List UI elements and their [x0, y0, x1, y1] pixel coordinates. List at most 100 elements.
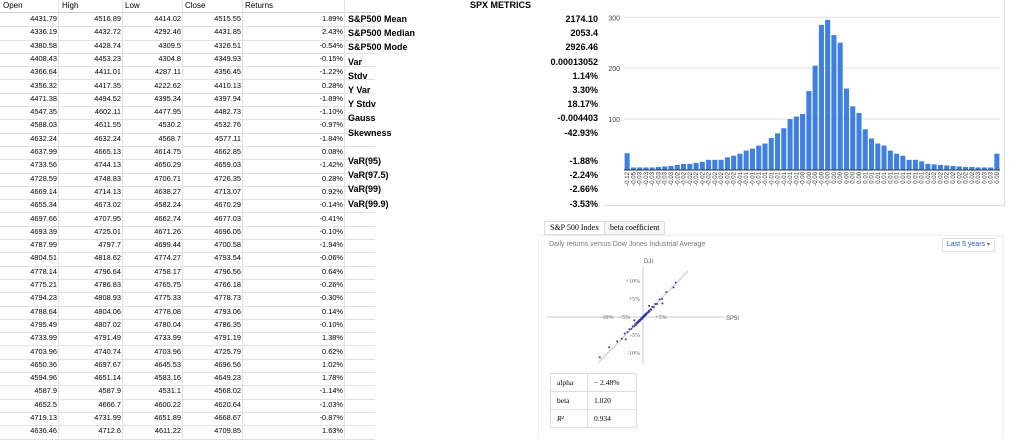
- tab-beta-coefficient[interactable]: beta coefficient: [604, 221, 666, 235]
- table-cell[interactable]: 4309.5: [158, 40, 181, 50]
- table-cell[interactable]: 4620.64: [214, 399, 241, 409]
- table-cell[interactable]: 4582.24: [154, 200, 181, 210]
- table-cell[interactable]: 4636.46: [30, 426, 57, 436]
- table-cell[interactable]: -1.14%: [319, 386, 343, 396]
- table-cell[interactable]: 4471.38: [30, 93, 57, 103]
- table-cell[interactable]: 4516.89: [94, 14, 121, 23]
- table-cell[interactable]: 4696.05: [214, 226, 241, 236]
- table-cell[interactable]: 4650.36: [30, 359, 57, 369]
- header-close[interactable]: Close: [185, 1, 206, 10]
- table-cell[interactable]: 1.63%: [322, 426, 343, 436]
- table-cell[interactable]: 4774.27: [154, 253, 181, 263]
- table-cell[interactable]: 4649.23: [214, 373, 241, 383]
- table-cell[interactable]: 4411.01: [94, 67, 121, 77]
- table-cell[interactable]: 4600.22: [154, 399, 181, 409]
- table-cell[interactable]: 4659.03: [214, 160, 241, 170]
- range-dropdown[interactable]: Last 5 years ▾: [941, 238, 995, 252]
- table-cell[interactable]: 4431.79: [30, 14, 57, 23]
- table-cell[interactable]: 4703.96: [154, 346, 181, 356]
- table-cell[interactable]: 4671.26: [154, 226, 181, 236]
- table-cell[interactable]: 4645.53: [154, 359, 181, 369]
- table-cell[interactable]: 4791.19: [214, 333, 241, 343]
- table-cell[interactable]: 4726.35: [214, 173, 241, 183]
- table-cell[interactable]: 4796.64: [94, 266, 121, 276]
- table-cell[interactable]: 4786.35: [214, 319, 241, 329]
- table-cell[interactable]: 4733.99: [154, 333, 181, 343]
- table-cell[interactable]: 4432.72: [94, 27, 121, 37]
- table-cell[interactable]: -1.84%: [319, 133, 343, 143]
- table-cell[interactable]: 4804.06: [94, 306, 121, 316]
- table-cell[interactable]: 4725.79: [214, 346, 241, 356]
- table-cell[interactable]: 4780.04: [154, 319, 181, 329]
- table-cell[interactable]: -0.15%: [319, 53, 343, 63]
- table-cell[interactable]: 4775.33: [154, 293, 181, 303]
- table-cell[interactable]: 1.89%: [322, 14, 343, 23]
- table-cell[interactable]: 4594.96: [30, 373, 57, 383]
- table-cell[interactable]: 4662.74: [154, 213, 181, 223]
- table-cell[interactable]: 4614.75: [154, 147, 181, 156]
- table-cell[interactable]: 4547.35: [30, 107, 57, 117]
- table-cell[interactable]: -1.03%: [319, 399, 343, 409]
- table-cell[interactable]: 4818.62: [94, 253, 121, 263]
- table-cell[interactable]: 4666.7: [98, 399, 121, 409]
- table-cell[interactable]: -0.41%: [319, 213, 343, 223]
- table-cell[interactable]: 4665.13: [94, 147, 121, 156]
- table-cell[interactable]: 4731.99: [94, 413, 121, 422]
- table-cell[interactable]: 4787.99: [30, 240, 57, 250]
- table-cell[interactable]: 4414.02: [154, 14, 181, 23]
- table-cell[interactable]: 4714.13: [94, 186, 121, 196]
- table-cell[interactable]: 4697.66: [30, 213, 57, 223]
- table-cell[interactable]: 4662.85: [214, 147, 241, 156]
- table-cell[interactable]: 1.38%: [322, 333, 343, 343]
- table-cell[interactable]: 4494.52: [94, 93, 121, 103]
- table-cell[interactable]: 4725.01: [94, 226, 121, 236]
- header-returns[interactable]: Returns: [245, 1, 274, 10]
- table-cell[interactable]: 4707.95: [94, 213, 121, 223]
- table-cell[interactable]: 4733.56: [30, 160, 57, 170]
- table-cell[interactable]: -0.97%: [319, 120, 343, 130]
- table-cell[interactable]: 4428.74: [94, 40, 121, 50]
- table-cell[interactable]: 0.64%: [322, 266, 343, 276]
- table-cell[interactable]: 4733.99: [30, 333, 57, 343]
- table-cell[interactable]: -0.06%: [319, 253, 343, 263]
- table-cell[interactable]: 4515.55: [214, 14, 241, 23]
- table-cell[interactable]: 4775.21: [30, 280, 57, 289]
- table-cell[interactable]: -1.42%: [319, 160, 343, 170]
- table-cell[interactable]: 4673.02: [94, 200, 121, 210]
- table-cell[interactable]: -1.94%: [319, 240, 343, 250]
- table-cell[interactable]: -0.26%: [319, 280, 343, 289]
- table-cell[interactable]: 4791.49: [94, 333, 121, 343]
- table-cell[interactable]: 4778.14: [30, 266, 57, 276]
- table-cell[interactable]: 4740.74: [94, 346, 121, 356]
- table-cell[interactable]: -0.54%: [319, 40, 343, 50]
- table-cell[interactable]: 4713.07: [214, 186, 241, 196]
- table-cell[interactable]: 4395.34: [154, 93, 181, 103]
- table-cell[interactable]: 4532.76: [214, 120, 241, 130]
- table-cell[interactable]: 4719.13: [30, 413, 57, 422]
- table-cell[interactable]: 0.62%: [322, 346, 343, 356]
- table-cell[interactable]: 4700.58: [214, 240, 241, 250]
- table-cell[interactable]: 4587.9: [98, 386, 121, 396]
- table-cell[interactable]: 4632.24: [94, 133, 121, 143]
- table-cell[interactable]: -1.22%: [319, 67, 343, 77]
- table-cell[interactable]: 4793.06: [214, 306, 241, 316]
- table-cell[interactable]: 4699.44: [154, 240, 181, 250]
- table-cell[interactable]: 4587.9: [34, 386, 57, 396]
- table-cell[interactable]: 4632.24: [30, 133, 57, 143]
- table-cell[interactable]: 4638.27: [154, 186, 181, 196]
- table-cell[interactable]: 0.08%: [322, 147, 343, 156]
- table-cell[interactable]: 4670.29: [214, 200, 241, 210]
- table-cell[interactable]: 4797.7: [98, 240, 121, 250]
- table-cell[interactable]: 4778.73: [214, 293, 241, 303]
- table-cell[interactable]: 4788.64: [30, 306, 57, 316]
- table-cell[interactable]: 4669.14: [30, 186, 57, 196]
- table-cell[interactable]: 4786.83: [94, 280, 121, 289]
- table-cell[interactable]: 4709.85: [214, 426, 241, 436]
- table-cell[interactable]: 4758.17: [154, 266, 181, 276]
- table-cell[interactable]: 4795.49: [30, 319, 57, 329]
- table-cell[interactable]: 4655.34: [30, 200, 57, 210]
- table-cell[interactable]: -1.89%: [319, 93, 343, 103]
- table-cell[interactable]: 4651.89: [154, 413, 181, 422]
- table-cell[interactable]: -0.14%: [319, 200, 343, 210]
- table-cell[interactable]: 4652.5: [34, 399, 57, 409]
